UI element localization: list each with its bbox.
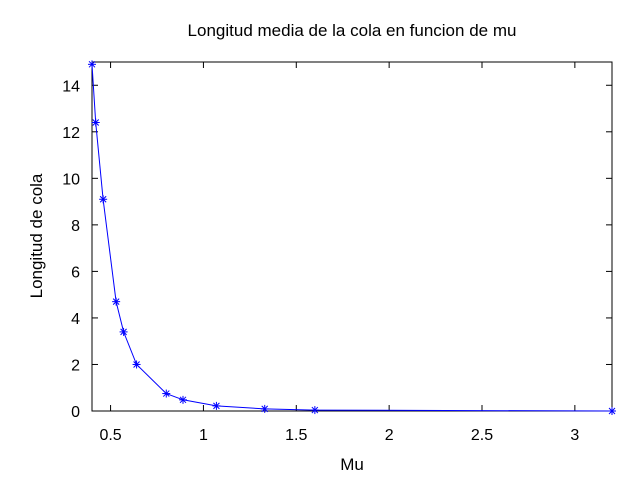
data-point-marker bbox=[162, 389, 171, 398]
x-tick-label: 0.5 bbox=[99, 427, 121, 444]
y-tick-label: 10 bbox=[62, 171, 80, 188]
data-point-marker bbox=[99, 195, 108, 204]
plot-area: 0.5 1 1.5 2 2.5 3 0 2 4 6 8 10 12 14 bbox=[62, 60, 616, 444]
data-point-marker bbox=[310, 406, 319, 415]
y-axis-label: Longitud de cola bbox=[27, 173, 46, 298]
data-point-marker bbox=[179, 395, 187, 404]
x-tick-label: 1 bbox=[199, 427, 208, 444]
x-tick-label: 2.5 bbox=[471, 427, 493, 444]
series-layer bbox=[88, 60, 616, 415]
data-point-marker bbox=[88, 60, 96, 69]
data-point-marker bbox=[212, 401, 221, 410]
y-axis: 0 2 4 6 8 10 12 14 bbox=[62, 78, 612, 421]
data-point-marker bbox=[91, 118, 100, 127]
x-axis: 0.5 1 1.5 2 2.5 3 bbox=[99, 62, 579, 444]
y-tick-label: 6 bbox=[71, 264, 80, 281]
x-tick-label: 2 bbox=[385, 427, 394, 444]
y-tick-label: 4 bbox=[71, 311, 80, 328]
x-tick-label: 1.5 bbox=[285, 427, 307, 444]
chart-title: Longitud media de la cola en funcion de … bbox=[188, 21, 517, 40]
y-tick-label: 14 bbox=[62, 78, 80, 95]
x-tick-label: 3 bbox=[570, 427, 579, 444]
y-tick-label: 0 bbox=[71, 404, 80, 421]
series-line bbox=[91, 64, 613, 412]
data-point-marker bbox=[112, 297, 121, 306]
data-point-marker bbox=[608, 407, 616, 415]
data-point-marker bbox=[119, 327, 128, 336]
plot-frame bbox=[91, 61, 613, 412]
y-tick-label: 2 bbox=[71, 357, 80, 374]
x-axis-label: Mu bbox=[340, 455, 364, 474]
y-tick-label: 12 bbox=[62, 125, 80, 142]
data-point-marker bbox=[260, 404, 269, 413]
data-point-marker bbox=[132, 360, 141, 369]
y-tick-label: 8 bbox=[71, 218, 80, 235]
